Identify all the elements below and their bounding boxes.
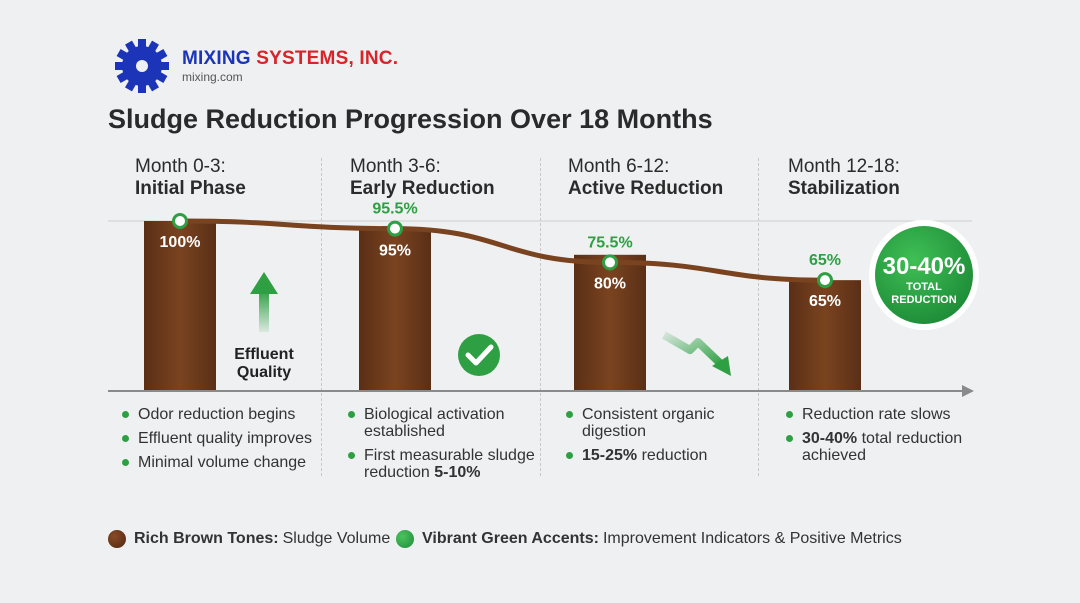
bullet-list-4: Reduction rate slows 30-40% total reduct… <box>786 406 976 471</box>
column-period: Month 0-3: <box>135 156 226 177</box>
company-website: mixing.com <box>182 70 243 84</box>
bullet-list-3: Consistent organic digestion 15-25% redu… <box>566 406 746 471</box>
column-name: Active Reduction <box>568 178 724 199</box>
bar-value-label: 80% <box>594 275 626 292</box>
column-name: Stabilization <box>788 178 900 199</box>
up-arrow-icon <box>250 272 278 294</box>
list-item: Biological activation established <box>348 406 538 440</box>
column-header-1: Month 0-3: Initial Phase <box>135 156 246 200</box>
column-divider <box>321 158 322 476</box>
up-arrow-shaft <box>259 290 269 332</box>
column-name: Early Reduction <box>350 178 495 199</box>
down-trend-arrow-shaft <box>662 331 725 368</box>
gear-icon <box>115 39 169 93</box>
trend-value-label: 65% <box>809 252 841 269</box>
bar-month-0-3 <box>144 221 216 390</box>
column-period: Month 6-12: <box>568 156 670 177</box>
company-name: MIXING SYSTEMS, INC. <box>182 48 399 69</box>
trend-point <box>602 254 618 271</box>
bullet-list-2: Biological activation established First … <box>348 406 538 488</box>
x-axis-arrow-icon <box>962 385 974 397</box>
trend-line <box>177 218 828 283</box>
list-item: Reduction rate slows <box>786 406 976 423</box>
legend-item-green: Vibrant Green Accents: Improvement Indica… <box>396 530 902 548</box>
trend-point <box>817 272 833 289</box>
column-divider <box>758 158 759 476</box>
trend-value-label: 95.5% <box>372 201 417 218</box>
total-reduction-badge <box>875 226 973 324</box>
column-header-4: Month 12-18: Stabilization <box>788 156 900 200</box>
green-swatch-icon <box>396 530 414 548</box>
company-logo: MIXING SYSTEMS, INC. mixing.com <box>108 36 428 96</box>
badge-line2: REDUCTION <box>891 294 956 306</box>
bar-value-label: 95% <box>379 242 411 259</box>
bar-value-label: 65% <box>809 293 841 310</box>
bar-month-6-12 <box>574 254 646 390</box>
list-item: Effluent quality improves <box>122 430 322 447</box>
down-trend-arrow-icon <box>712 356 731 376</box>
trend-point <box>387 220 403 237</box>
effluent-label-line1: Effluent <box>234 346 294 363</box>
trend-point <box>172 213 188 229</box>
check-icon <box>465 344 494 366</box>
legend-item-brown: Rich Brown Tones: Sludge Volume <box>108 530 390 548</box>
trend-value-label: 75.5% <box>587 234 632 251</box>
column-period: Month 3-6: <box>350 156 441 177</box>
column-header-2: Month 3-6: Early Reduction <box>350 156 495 200</box>
bar-month-3-6 <box>359 229 431 390</box>
column-header-3: Month 6-12: Active Reduction <box>568 156 723 200</box>
list-item: 15-25% reduction <box>566 447 746 464</box>
column-period: Month 12-18: <box>788 156 900 177</box>
column-divider <box>540 158 541 476</box>
badge-line1: TOTAL <box>906 281 942 293</box>
list-item: Minimal volume change <box>122 454 322 471</box>
bullet-list-1: Odor reduction begins Effluent quality i… <box>122 406 322 478</box>
list-item: Consistent organic digestion <box>566 406 746 440</box>
list-item: 30-40% total reduction achieved <box>786 430 976 464</box>
badge-value: 30-40% <box>883 253 966 280</box>
page-title: Sludge Reduction Progression Over 18 Mon… <box>108 104 713 134</box>
brown-swatch-icon <box>108 530 126 548</box>
bar-month-12-18 <box>789 280 861 390</box>
column-name: Initial Phase <box>135 178 246 199</box>
list-item: First measurable sludge reduction 5-10% <box>348 447 538 481</box>
bar-value-label: 100% <box>160 234 201 251</box>
effluent-label-line2: Quality <box>237 364 291 381</box>
check-circle-icon <box>458 334 500 376</box>
list-item: Odor reduction begins <box>122 406 322 423</box>
